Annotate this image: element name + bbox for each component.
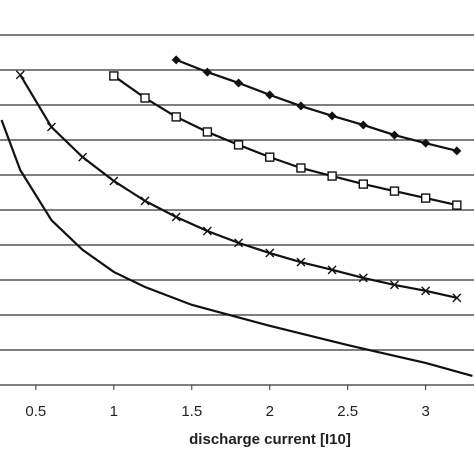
point (421, 138, 431, 148)
point (358, 120, 368, 130)
point (327, 111, 337, 121)
point (140, 93, 150, 103)
point (202, 127, 213, 137)
point (452, 146, 462, 156)
x-tick-label: 0.5 (25, 403, 46, 420)
point (46, 122, 56, 132)
x-tick-label: 2 (266, 403, 274, 420)
point (171, 212, 181, 222)
x-tick-label: 1.5 (181, 403, 202, 420)
point (15, 70, 25, 80)
point (78, 152, 88, 162)
series-line (0, 119, 473, 377)
point (452, 200, 462, 210)
x-tick-label: 2.5 (337, 403, 358, 420)
point (140, 196, 150, 206)
point (171, 112, 181, 122)
point (296, 257, 306, 267)
point (234, 78, 244, 88)
point (358, 179, 368, 189)
point (202, 67, 212, 77)
series-line (19, 74, 458, 299)
point (233, 140, 244, 150)
point (327, 171, 337, 181)
point (265, 248, 275, 258)
x-tick-label: 3 (421, 403, 429, 420)
point (421, 286, 431, 296)
point (452, 293, 462, 303)
point (265, 90, 275, 100)
point (389, 186, 400, 196)
series-line (113, 75, 458, 207)
point (296, 163, 306, 173)
point (296, 101, 306, 111)
point (234, 238, 244, 248)
point (389, 280, 399, 290)
point (171, 55, 181, 65)
point (265, 152, 275, 162)
point (109, 71, 119, 81)
x-tick-label: 1 (110, 403, 118, 420)
point (389, 130, 399, 140)
point (358, 273, 368, 283)
point (420, 193, 431, 203)
point (109, 176, 119, 186)
x-axis-label: discharge current [I10] (189, 431, 351, 448)
point (327, 265, 337, 275)
point (202, 226, 212, 236)
series-line (175, 58, 458, 152)
